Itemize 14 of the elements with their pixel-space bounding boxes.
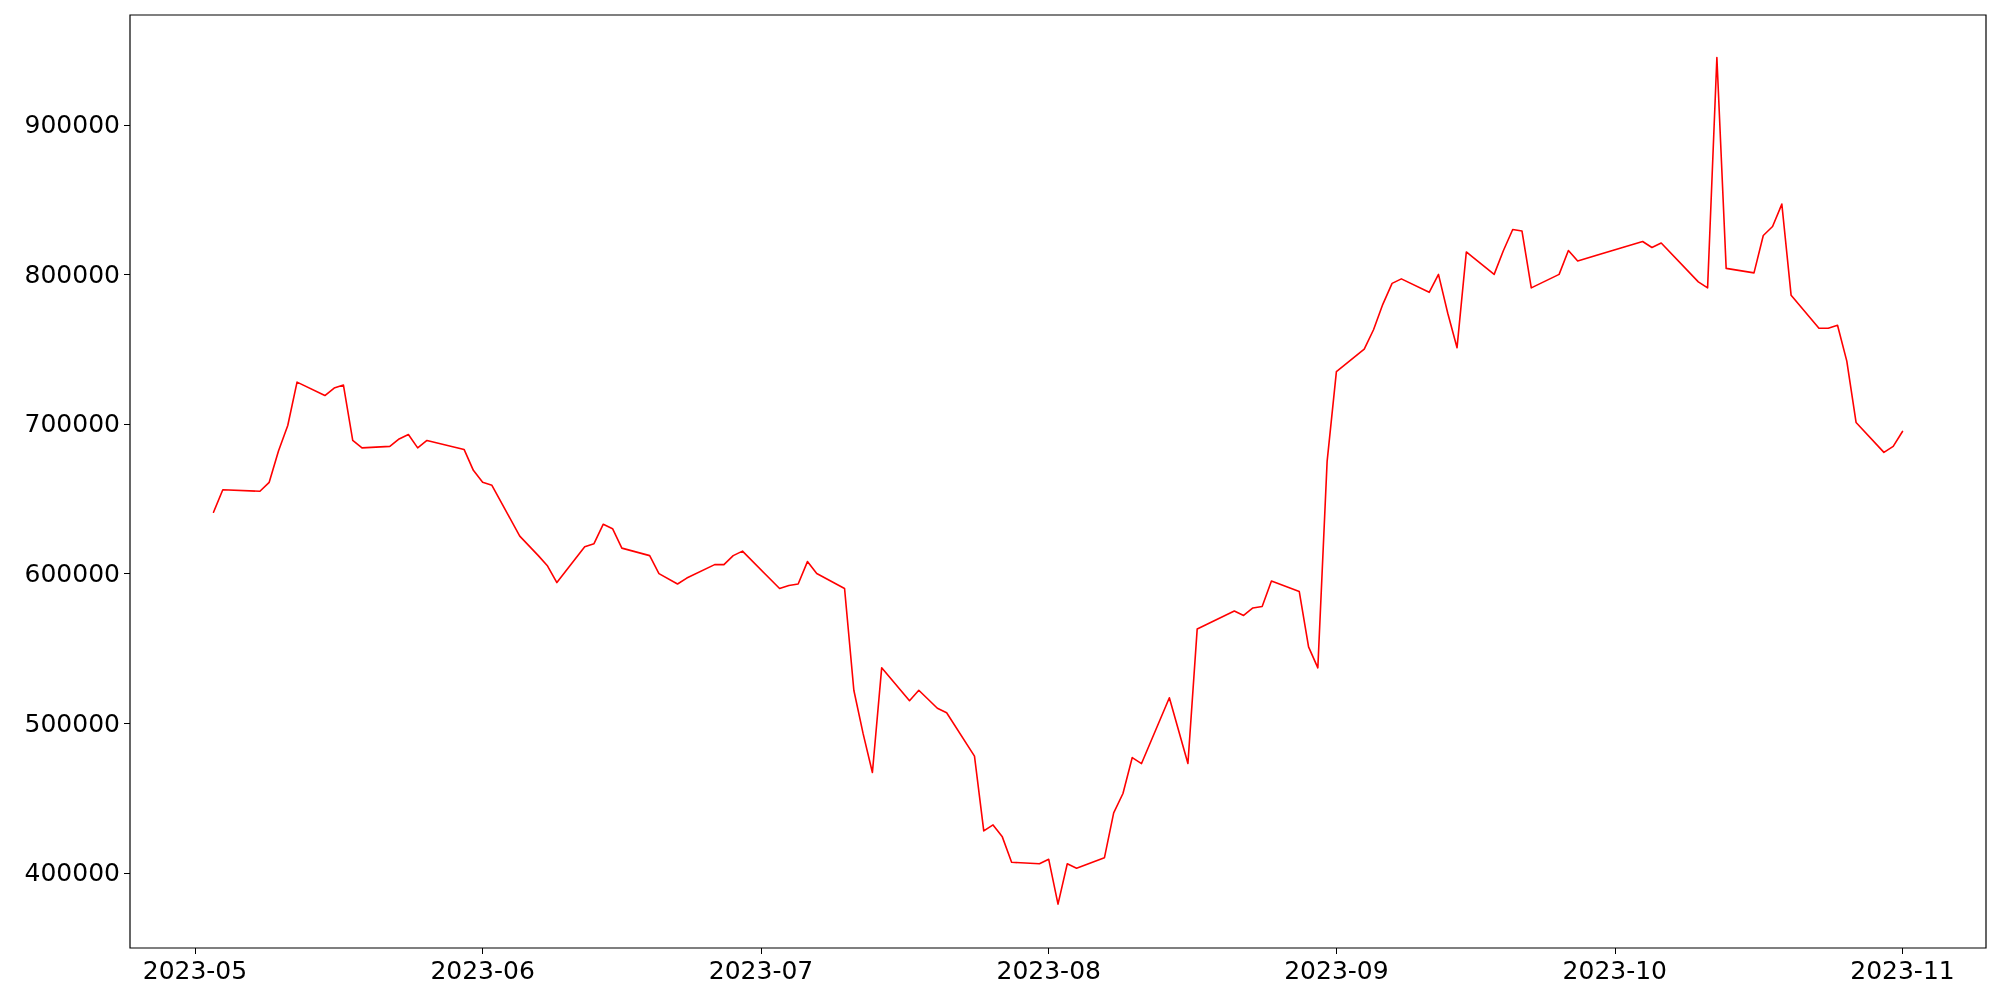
x-tick-label: 2023-05 <box>142 956 248 985</box>
y-tick-label: 400000 <box>24 858 120 888</box>
x-tick-label: 2023-09 <box>1284 956 1389 985</box>
x-tick-label: 2023-08 <box>996 956 1101 985</box>
x-tick-label: 2023-07 <box>708 956 814 985</box>
y-tick-label: 900000 <box>24 110 120 140</box>
y-tick-label: 600000 <box>24 559 120 589</box>
y-tick-label: 800000 <box>24 259 120 289</box>
y-tick-label: 700000 <box>24 409 120 439</box>
line-series <box>212 56 1904 905</box>
x-tick-label: 2023-11 <box>1850 956 1955 985</box>
x-tick-label: 2023-06 <box>430 956 535 985</box>
y-tick-label: 500000 <box>24 708 120 738</box>
x-tick-label: 2023-10 <box>1562 956 1668 985</box>
